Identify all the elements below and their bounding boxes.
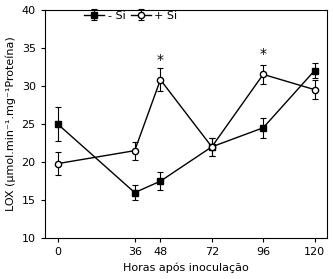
Legend: - Si, + Si: - Si, + Si <box>84 11 177 21</box>
Text: *: * <box>157 53 164 67</box>
Y-axis label: LOX (µmol.min⁻¹.mg⁻¹Proteína): LOX (µmol.min⁻¹.mg⁻¹Proteína) <box>6 37 16 211</box>
Text: *: * <box>260 47 267 61</box>
X-axis label: Horas após inoculação: Horas após inoculação <box>123 263 249 273</box>
